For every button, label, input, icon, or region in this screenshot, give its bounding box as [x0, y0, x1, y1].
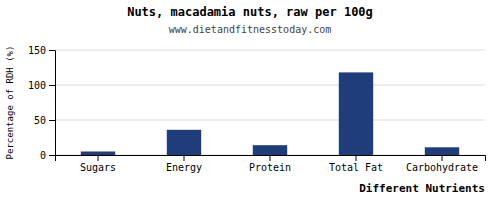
x-tick-mark	[356, 155, 357, 161]
x-tick-label: Total Fat	[329, 162, 383, 173]
y-tick: 100	[28, 80, 55, 91]
x-tick-label: Protein	[249, 162, 291, 173]
x-tick-label: Energy	[166, 162, 202, 173]
x-tick-mark	[98, 155, 99, 161]
y-tick-mark	[49, 85, 55, 86]
x-tick-mark	[184, 155, 185, 161]
x-axis-title: Different Nutrients	[359, 182, 485, 195]
x-axis: Sugars Energy Protein Total Fat Carbohydrate	[56, 155, 486, 173]
y-axis-line	[49, 51, 56, 156]
y-tick-label: 100	[28, 80, 46, 91]
chart: Nuts, macadamia nuts, raw per 100g www.di…	[0, 0, 500, 200]
x-tick: Energy	[166, 155, 202, 173]
bar	[253, 145, 287, 155]
bar	[81, 152, 115, 156]
subtitle: www.dietandfitnesstoday.com	[169, 24, 332, 35]
x-tick-mark	[442, 155, 443, 161]
grid-line	[55, 120, 485, 121]
bar	[167, 130, 201, 155]
y-tick: 0	[40, 150, 55, 161]
bars	[81, 72, 459, 155]
x-tick: Sugars	[80, 155, 116, 173]
grid-line	[55, 85, 485, 86]
grid-line	[55, 50, 485, 51]
y-tick: 50	[34, 115, 55, 126]
title: Nuts, macadamia nuts, raw per 100g	[127, 5, 373, 19]
plot: 0 50 100 150 Sugars Energy Protein Total Fat Car…	[28, 45, 486, 173]
x-tick-label: Carbohydrate	[406, 162, 478, 173]
y-tick-mark	[49, 120, 55, 121]
grid	[55, 50, 485, 155]
y-axis: 0 50 100 150	[28, 45, 56, 161]
x-axis-line	[56, 156, 486, 162]
y-tick: 150	[28, 45, 55, 56]
bar	[339, 72, 373, 155]
y-tick-mark	[49, 155, 55, 156]
y-tick-mark	[49, 50, 55, 51]
y-tick-label: 50	[34, 115, 46, 126]
bar	[425, 147, 459, 155]
x-tick-mark	[270, 155, 271, 161]
x-tick-label: Sugars	[80, 162, 116, 173]
x-tick: Protein	[249, 155, 291, 173]
y-tick-label: 150	[28, 45, 46, 56]
x-tick: Total Fat	[329, 155, 383, 173]
y-tick-label: 0	[40, 150, 46, 161]
y-axis-title: Percentage of RDH (%)	[5, 46, 15, 160]
x-tick: Carbohydrate	[406, 155, 478, 173]
